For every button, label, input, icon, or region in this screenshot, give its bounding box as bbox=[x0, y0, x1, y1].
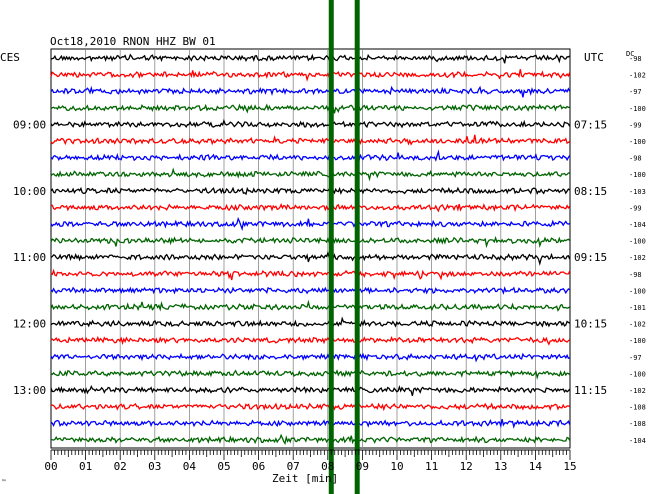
right-axis-label: UTC bbox=[584, 51, 604, 64]
dc-value-label: -99 bbox=[629, 121, 642, 129]
dc-value-label: -98 bbox=[629, 155, 642, 163]
corner-mark: ™ bbox=[2, 479, 6, 486]
trace-9 bbox=[51, 203, 571, 213]
dc-value-label: -100 bbox=[629, 337, 646, 345]
utc-hour-label: 07:15 bbox=[574, 118, 607, 131]
trace-0 bbox=[50, 53, 571, 64]
dc-value-label: -98 bbox=[629, 271, 642, 279]
x-tick-label: 04 bbox=[183, 460, 197, 473]
dc-value-label: -100 bbox=[629, 138, 646, 146]
trace-10 bbox=[50, 216, 570, 232]
traces bbox=[50, 53, 571, 446]
trace-labels: 09:00 07:15 10:00 08:15 11:00 09:15 12:00 10:15… bbox=[13, 55, 646, 445]
trace-16 bbox=[50, 316, 570, 328]
dc-value-label: -97 bbox=[629, 354, 642, 362]
ces-hour-label: 12:00 bbox=[13, 318, 46, 331]
ces-hour-label: 11:00 bbox=[13, 251, 46, 264]
utc-hour-label: 10:15 bbox=[574, 318, 607, 331]
x-axis: 00 01 02 03 04 05 06 07 08 09 10 11 12 13 14 15 bbox=[44, 449, 577, 473]
trace-20 bbox=[50, 384, 571, 396]
trace-21 bbox=[50, 402, 570, 412]
dc-value-label: -100 bbox=[629, 238, 646, 246]
ces-hour-label: 09:00 bbox=[13, 118, 46, 131]
trace-15 bbox=[50, 299, 571, 312]
x-tick-label: 03 bbox=[148, 460, 161, 473]
x-tick-label: 11 bbox=[425, 460, 438, 473]
utc-hour-label: 11:15 bbox=[574, 384, 607, 397]
dc-value-label: -102 bbox=[629, 72, 646, 80]
x-tick-label: 13 bbox=[494, 460, 507, 473]
trace-11 bbox=[50, 235, 571, 249]
dc-value-label: -102 bbox=[629, 321, 646, 329]
grid bbox=[50, 48, 571, 449]
utc-hour-label: 08:15 bbox=[574, 185, 607, 198]
dc-value-label: -103 bbox=[629, 188, 646, 196]
ces-hour-label: 13:00 bbox=[13, 384, 46, 397]
x-tick-label: 06 bbox=[252, 460, 265, 473]
x-tick-label: 07 bbox=[287, 460, 300, 473]
x-tick-label: 09 bbox=[356, 460, 369, 473]
trace-4 bbox=[50, 118, 571, 129]
dc-value-label: -102 bbox=[629, 254, 646, 262]
ces-hour-label: 10:00 bbox=[13, 185, 46, 198]
x-tick-label: 00 bbox=[44, 460, 57, 473]
x-axis-title: Zeit [min] bbox=[272, 472, 338, 485]
utc-hour-label: 09:15 bbox=[574, 251, 607, 264]
trace-6 bbox=[50, 149, 571, 162]
x-tick-label: 02 bbox=[114, 460, 127, 473]
trace-17 bbox=[50, 335, 571, 346]
x-tick-label: 10 bbox=[390, 460, 403, 473]
x-tick-label: 08 bbox=[321, 460, 334, 473]
dc-value-label: -100 bbox=[629, 105, 646, 113]
x-tick-label: 14 bbox=[529, 460, 543, 473]
dc-value-label: -108 bbox=[629, 420, 646, 428]
dc-value-label: -99 bbox=[629, 204, 642, 212]
dc-value-label: -102 bbox=[629, 387, 646, 395]
x-tick-label: 05 bbox=[217, 460, 230, 473]
trace-13 bbox=[50, 268, 571, 281]
chart-title: Oct18,2010 RNON HHZ BW 01 bbox=[50, 35, 216, 48]
trace-14 bbox=[50, 286, 571, 295]
marker-lines bbox=[328, 0, 360, 494]
dc-value-label: -100 bbox=[629, 171, 646, 179]
trace-5 bbox=[50, 134, 571, 146]
trace-3 bbox=[50, 103, 570, 114]
dc-label: DC bbox=[626, 50, 634, 58]
x-tick-label: 12 bbox=[460, 460, 473, 473]
dc-value-label: -100 bbox=[629, 370, 646, 378]
trace-22 bbox=[50, 418, 571, 429]
trace-23 bbox=[50, 433, 571, 446]
trace-19 bbox=[50, 369, 571, 380]
trace-8 bbox=[50, 186, 571, 196]
dc-value-label: -104 bbox=[629, 221, 646, 229]
dc-value-label: -104 bbox=[629, 437, 646, 445]
dc-value-label: -101 bbox=[629, 304, 646, 312]
dc-value-label: -98 bbox=[629, 55, 642, 63]
trace-1 bbox=[50, 69, 571, 82]
trace-7 bbox=[50, 167, 570, 182]
trace-12 bbox=[50, 251, 571, 267]
dc-value-label: -100 bbox=[629, 287, 646, 295]
trace-2 bbox=[50, 85, 571, 98]
trace-18 bbox=[50, 352, 570, 363]
plot-frame bbox=[50, 48, 571, 449]
dc-value-label: -108 bbox=[629, 404, 646, 412]
x-tick-label: 01 bbox=[79, 460, 92, 473]
dc-value-label: -97 bbox=[629, 88, 642, 96]
x-tick-label: 15 bbox=[563, 460, 576, 473]
left-axis-label: CES bbox=[0, 51, 20, 64]
